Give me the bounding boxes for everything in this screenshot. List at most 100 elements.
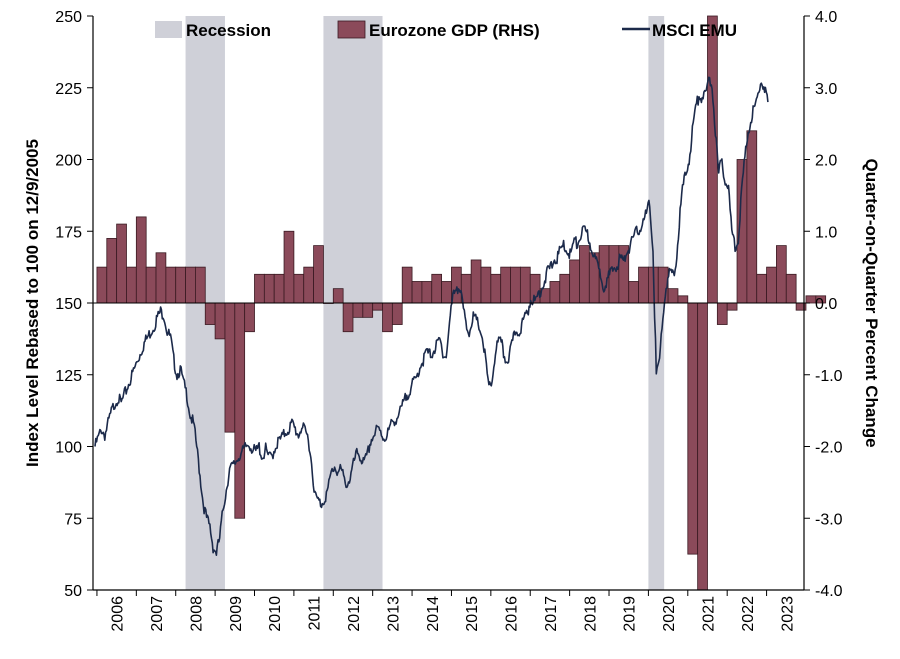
gdp-bar-6 bbox=[145, 266, 157, 304]
x-tick-label-2008: 2008 bbox=[188, 596, 205, 632]
msci-line-layer bbox=[94, 76, 769, 557]
gdp-bar-29 bbox=[372, 302, 383, 311]
x-tick-label-2012: 2012 bbox=[346, 596, 363, 632]
gdp-bar-59 bbox=[667, 288, 679, 304]
gdp-bar-26 bbox=[342, 302, 354, 333]
gdp-bar-2 bbox=[106, 238, 118, 304]
gdp-bar-43 bbox=[510, 266, 521, 304]
y-right-tick-label--3.0: -3.0 bbox=[815, 511, 843, 528]
y-right-tick-label--4.0: -4.0 bbox=[815, 583, 843, 600]
gdp-bar-5 bbox=[135, 216, 147, 304]
legend-swatch-gdp bbox=[337, 20, 366, 39]
tick-labels-layer: 50 75 100 125 150 175 200 225 250 -4.0 -3.0 -2.0 -1.… bbox=[55, 9, 842, 632]
y-left-tick-label-150: 150 bbox=[55, 296, 82, 313]
legend-label-gdp: Eurozone GDP (RHS) bbox=[369, 21, 540, 40]
msci-emu-line bbox=[94, 76, 769, 557]
gdp-bar-39 bbox=[470, 259, 482, 304]
x-tick-label-2019: 2019 bbox=[622, 596, 639, 632]
gdp-bar-61 bbox=[687, 302, 699, 555]
y-left-tick-label-175: 175 bbox=[55, 224, 82, 241]
x-tick-label-2011: 2011 bbox=[307, 596, 324, 631]
y-left-tick-label-200: 200 bbox=[55, 153, 82, 170]
y-right-tick-label-2.0: 2.0 bbox=[815, 153, 837, 170]
x-tick-label-2014: 2014 bbox=[425, 596, 442, 632]
gdp-bar-53 bbox=[608, 245, 620, 304]
gdp-bar-47 bbox=[549, 281, 561, 304]
y-left-tick-label-250: 250 bbox=[55, 9, 82, 26]
gdp-bar-32 bbox=[401, 266, 413, 304]
gdp-bar-4 bbox=[126, 266, 137, 304]
gdp-bar-21 bbox=[293, 273, 305, 304]
gdp-bar-1 bbox=[96, 266, 108, 304]
gdp-bar-25 bbox=[332, 288, 344, 304]
gdp-bar-34 bbox=[421, 281, 433, 304]
x-tick-label-2010: 2010 bbox=[267, 596, 284, 632]
gdp-bar-7 bbox=[155, 252, 167, 304]
legend: Recession Eurozone GDP (RHS) MSCI EMU bbox=[155, 20, 737, 40]
gdp-bar-12 bbox=[204, 302, 216, 325]
gdp-bar-19 bbox=[273, 273, 285, 304]
gdp-bar-69 bbox=[766, 266, 777, 304]
gdp-bar-74 bbox=[815, 295, 827, 304]
gdp-bar-17 bbox=[254, 273, 265, 304]
gdp-bar-11 bbox=[195, 266, 206, 304]
gdp-bar-9 bbox=[175, 266, 186, 304]
gdp-bar-50 bbox=[579, 245, 590, 304]
y-right-tick-label-1.0: 1.0 bbox=[815, 224, 837, 241]
gdp-bar-60 bbox=[677, 295, 689, 304]
gdp-bar-62 bbox=[697, 302, 708, 591]
x-tick-label-2018: 2018 bbox=[582, 596, 599, 632]
gdp-bar-41 bbox=[490, 273, 502, 304]
gdp-bar-3 bbox=[116, 223, 127, 304]
gdp-bar-71 bbox=[785, 273, 797, 304]
gdp-bar-14 bbox=[224, 302, 236, 433]
gdp-bar-36 bbox=[441, 281, 452, 304]
gdp-bar-27 bbox=[352, 302, 364, 318]
gdp-bar-8 bbox=[165, 266, 177, 304]
gdp-bar-22 bbox=[303, 266, 314, 304]
gdp-bar-56 bbox=[638, 266, 649, 304]
y-left-tick-label-75: 75 bbox=[64, 511, 82, 528]
gdp-bar-10 bbox=[185, 266, 196, 304]
gdp-bar-55 bbox=[628, 281, 639, 304]
gdp-bar-28 bbox=[362, 302, 374, 318]
x-tick-label-2016: 2016 bbox=[504, 596, 521, 632]
gdp-bar-42 bbox=[500, 266, 511, 304]
x-tick-label-2017: 2017 bbox=[543, 596, 560, 632]
y-left-tick-label-100: 100 bbox=[55, 440, 82, 457]
gdp-bar-70 bbox=[776, 245, 787, 304]
gdp-bar-31 bbox=[391, 302, 403, 325]
x-tick-label-2015: 2015 bbox=[464, 596, 481, 632]
y-right-tick-label-3.0: 3.0 bbox=[815, 81, 837, 98]
gdp-bar-20 bbox=[283, 230, 295, 304]
x-tick-label-2021: 2021 bbox=[700, 596, 717, 632]
gdp-bar-67 bbox=[746, 130, 758, 304]
gdp-bar-68 bbox=[756, 273, 767, 304]
x-tick-label-2009: 2009 bbox=[228, 596, 245, 632]
gdp-bar-64 bbox=[716, 302, 728, 325]
gdp-bar-18 bbox=[263, 273, 275, 304]
gdp-bar-65 bbox=[726, 302, 738, 311]
gdp-bar-35 bbox=[431, 273, 443, 304]
y-axis-right-title: Quarter-on-Quarter Percent Change bbox=[862, 158, 881, 447]
x-tick-label-2013: 2013 bbox=[385, 596, 402, 632]
y-left-tick-label-50: 50 bbox=[64, 583, 82, 600]
gdp-bar-13 bbox=[214, 302, 226, 340]
legend-label-recession: Recession bbox=[186, 21, 271, 40]
gdp-bar-33 bbox=[411, 281, 423, 304]
gdp-bar-30 bbox=[382, 302, 393, 333]
y-right-tick-label--1.0: -1.0 bbox=[815, 368, 843, 385]
gdp-bar-40 bbox=[480, 266, 492, 304]
axes-layer bbox=[87, 15, 810, 596]
y-left-tick-label-225: 225 bbox=[55, 81, 82, 98]
legend-swatch-recession bbox=[155, 21, 182, 38]
y-right-tick-label--2.0: -2.0 bbox=[815, 440, 843, 457]
x-tick-label-2022: 2022 bbox=[740, 596, 757, 632]
legend-label-msci: MSCI EMU bbox=[652, 21, 737, 40]
x-tick-label-2020: 2020 bbox=[661, 596, 678, 632]
y-right-tick-label-0.0: 0.0 bbox=[815, 296, 837, 313]
gdp-bar-48 bbox=[559, 273, 571, 304]
gdp-bar-49 bbox=[569, 259, 580, 304]
